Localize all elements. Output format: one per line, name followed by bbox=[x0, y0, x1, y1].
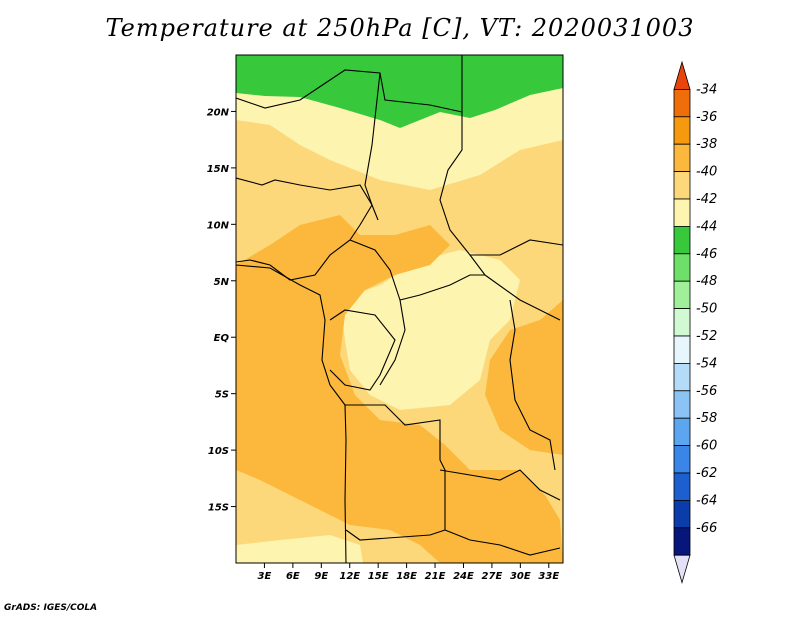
y-tick-label: 5S bbox=[215, 390, 229, 401]
colorbar-swatch bbox=[673, 253, 691, 282]
y-axis-ticks: 20N 15N 10N 5N EQ 5S 10S 15S bbox=[207, 107, 236, 514]
x-tick-label: 12E bbox=[339, 571, 360, 582]
colorbar-label: -42 bbox=[696, 192, 717, 207]
colorbar-swatch bbox=[673, 280, 691, 310]
colorbar-label: -56 bbox=[696, 384, 717, 399]
border-car-drc bbox=[379, 299, 406, 386]
y-tick-label: 5N bbox=[214, 277, 230, 288]
colorbar-swatch bbox=[673, 116, 691, 145]
border-zambia bbox=[439, 469, 561, 501]
colorbar-swatch bbox=[673, 171, 691, 200]
colorbar-swatch bbox=[673, 89, 691, 118]
colorbar-label: -62 bbox=[696, 466, 717, 481]
x-tick-label: 24E bbox=[453, 571, 474, 582]
colorbar-swatch bbox=[673, 143, 691, 172]
colorbar-swatch bbox=[673, 390, 691, 419]
border-sudan-south bbox=[470, 239, 563, 256]
colorbar-swatch bbox=[673, 445, 691, 474]
colorbar-swatch bbox=[673, 362, 691, 392]
colorbar-label: -48 bbox=[696, 274, 717, 289]
colorbar-label: -46 bbox=[696, 247, 717, 262]
colorbar: -34 -36 -38 -40 -42 -44 -46 -48 -50 -52 -54 -56 -58 -… bbox=[673, 60, 717, 585]
x-tick-label: 30E bbox=[510, 571, 531, 582]
colorbar-swatch bbox=[673, 499, 691, 529]
field-green-north bbox=[236, 55, 563, 128]
y-tick-label: 15S bbox=[208, 503, 229, 514]
y-tick-label: 15N bbox=[207, 164, 230, 175]
border-niger-chad bbox=[364, 72, 381, 221]
colorbar-swatch bbox=[673, 335, 691, 364]
colorbar-label: -40 bbox=[696, 165, 717, 180]
colorbar-swatch bbox=[673, 527, 691, 556]
country-borders bbox=[236, 55, 563, 563]
colorbar-label: -58 bbox=[696, 411, 717, 426]
border-coast bbox=[236, 264, 347, 563]
x-axis-ticks: 3E 6E 9E 12E 15E 18E 21E 24E 27E 30E 33E bbox=[258, 563, 559, 582]
border-drc-east bbox=[484, 274, 561, 321]
x-tick-label: 6E bbox=[286, 571, 300, 582]
border-south bbox=[444, 529, 561, 556]
temperature-field bbox=[236, 55, 563, 563]
x-tick-label: 3E bbox=[258, 571, 272, 582]
plot-frame bbox=[235, 54, 564, 564]
border-nigeria bbox=[236, 177, 373, 281]
y-tick-label: EQ bbox=[214, 333, 230, 344]
field-orange-west bbox=[236, 215, 563, 563]
colorbar-label: -50 bbox=[696, 302, 717, 317]
colorbar-swatch bbox=[673, 417, 691, 447]
x-tick-label: 33E bbox=[538, 571, 559, 582]
colorbar-swatch bbox=[673, 225, 691, 255]
colorbar-label: -34 bbox=[696, 82, 717, 97]
x-tick-label: 15E bbox=[368, 571, 389, 582]
y-tick-label: 20N bbox=[207, 107, 230, 118]
colorbar-label: -44 bbox=[696, 219, 717, 234]
colorbar-top-arrow bbox=[673, 60, 691, 90]
chart-title: Temperature at 250hPa [C], VT: 202003100… bbox=[105, 14, 695, 42]
y-tick-label: 10N bbox=[207, 220, 230, 231]
colorbar-bottom-arrow bbox=[673, 554, 691, 585]
colorbar-label: -38 bbox=[696, 137, 717, 152]
colorbar-swatch bbox=[673, 198, 691, 227]
x-tick-label: 21E bbox=[425, 571, 446, 582]
field-light-southwest bbox=[236, 535, 363, 563]
colorbar-label: -36 bbox=[696, 110, 717, 125]
colorbar-label: -54 bbox=[696, 356, 717, 371]
y-tick-label: 10S bbox=[208, 446, 229, 457]
field-light-central bbox=[340, 250, 520, 410]
border-cameroon-car bbox=[349, 239, 485, 301]
colorbar-swatch bbox=[673, 308, 691, 337]
colorbar-label: -60 bbox=[696, 439, 717, 454]
colorbar-label: -52 bbox=[696, 329, 717, 344]
field-orange-east bbox=[485, 300, 563, 455]
x-tick-label: 27E bbox=[482, 571, 503, 582]
x-tick-label: 9E bbox=[314, 571, 328, 582]
colorbar-label: -66 bbox=[696, 521, 717, 536]
border-congo bbox=[329, 309, 396, 391]
colorbar-swatch bbox=[673, 472, 691, 501]
colorbar-label: -64 bbox=[696, 493, 717, 508]
border-angola bbox=[345, 404, 446, 541]
x-tick-label: 18E bbox=[396, 571, 417, 582]
border-lakes-east bbox=[509, 299, 556, 471]
grads-credit: GrADS: IGES/COLA bbox=[4, 603, 98, 613]
